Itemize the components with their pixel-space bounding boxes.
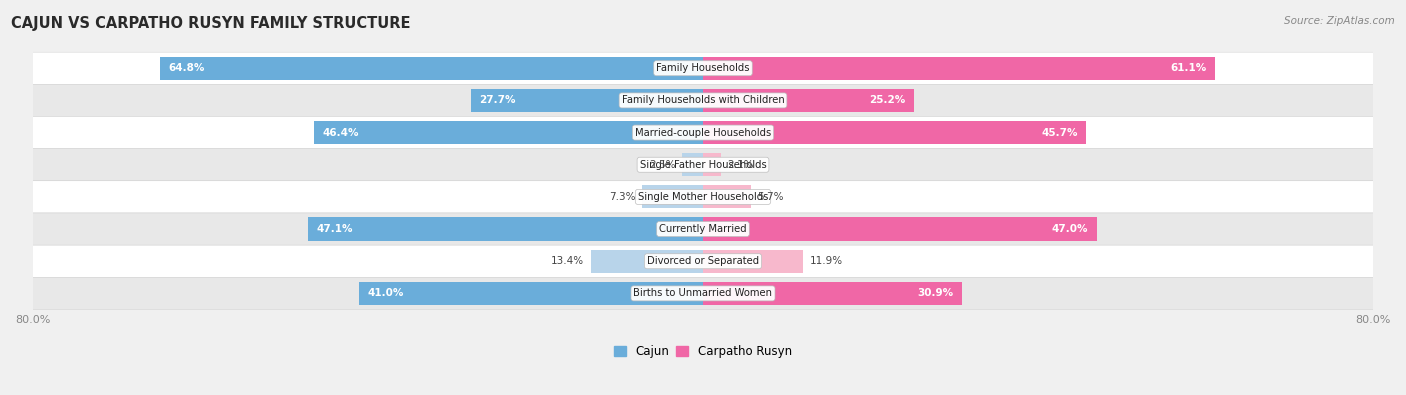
Text: 2.5%: 2.5%: [648, 160, 675, 170]
Text: 27.7%: 27.7%: [479, 96, 516, 105]
Bar: [703, 153, 721, 176]
Text: 2.1%: 2.1%: [727, 160, 754, 170]
Text: Births to Unmarried Women: Births to Unmarried Women: [634, 288, 772, 298]
FancyBboxPatch shape: [32, 245, 1374, 277]
Text: 11.9%: 11.9%: [810, 256, 842, 266]
Text: 7.3%: 7.3%: [609, 192, 636, 202]
Text: 64.8%: 64.8%: [169, 63, 205, 73]
Bar: [308, 218, 703, 241]
Text: Currently Married: Currently Married: [659, 224, 747, 234]
FancyBboxPatch shape: [32, 181, 1374, 213]
Bar: [703, 121, 1085, 144]
FancyBboxPatch shape: [32, 277, 1374, 309]
Text: 13.4%: 13.4%: [551, 256, 583, 266]
FancyBboxPatch shape: [32, 149, 1374, 181]
Text: 5.7%: 5.7%: [758, 192, 785, 202]
Text: 45.7%: 45.7%: [1040, 128, 1077, 137]
Text: Married-couple Households: Married-couple Households: [636, 128, 770, 137]
Text: Single Mother Households: Single Mother Households: [638, 192, 768, 202]
Text: Divorced or Separated: Divorced or Separated: [647, 256, 759, 266]
Text: Family Households: Family Households: [657, 63, 749, 73]
Text: CAJUN VS CARPATHO RUSYN FAMILY STRUCTURE: CAJUN VS CARPATHO RUSYN FAMILY STRUCTURE: [11, 16, 411, 31]
Bar: [471, 89, 703, 112]
Text: 61.1%: 61.1%: [1170, 63, 1206, 73]
Text: 25.2%: 25.2%: [869, 96, 905, 105]
Text: 41.0%: 41.0%: [368, 288, 404, 298]
Text: Family Households with Children: Family Households with Children: [621, 96, 785, 105]
Bar: [703, 89, 914, 112]
Bar: [360, 282, 703, 305]
Bar: [703, 282, 962, 305]
FancyBboxPatch shape: [32, 84, 1374, 117]
Bar: [682, 153, 703, 176]
FancyBboxPatch shape: [32, 213, 1374, 245]
Text: 47.1%: 47.1%: [316, 224, 353, 234]
Bar: [160, 56, 703, 80]
Text: 46.4%: 46.4%: [322, 128, 359, 137]
Bar: [591, 250, 703, 273]
Bar: [314, 121, 703, 144]
Bar: [703, 185, 751, 209]
Text: Single Father Households: Single Father Households: [640, 160, 766, 170]
Text: 47.0%: 47.0%: [1052, 224, 1088, 234]
Bar: [703, 218, 1097, 241]
Text: 30.9%: 30.9%: [917, 288, 953, 298]
FancyBboxPatch shape: [32, 117, 1374, 149]
Bar: [641, 185, 703, 209]
Bar: [703, 56, 1215, 80]
FancyBboxPatch shape: [32, 52, 1374, 84]
Text: Source: ZipAtlas.com: Source: ZipAtlas.com: [1284, 16, 1395, 26]
Legend: Cajun, Carpatho Rusyn: Cajun, Carpatho Rusyn: [609, 340, 797, 363]
Bar: [703, 250, 803, 273]
